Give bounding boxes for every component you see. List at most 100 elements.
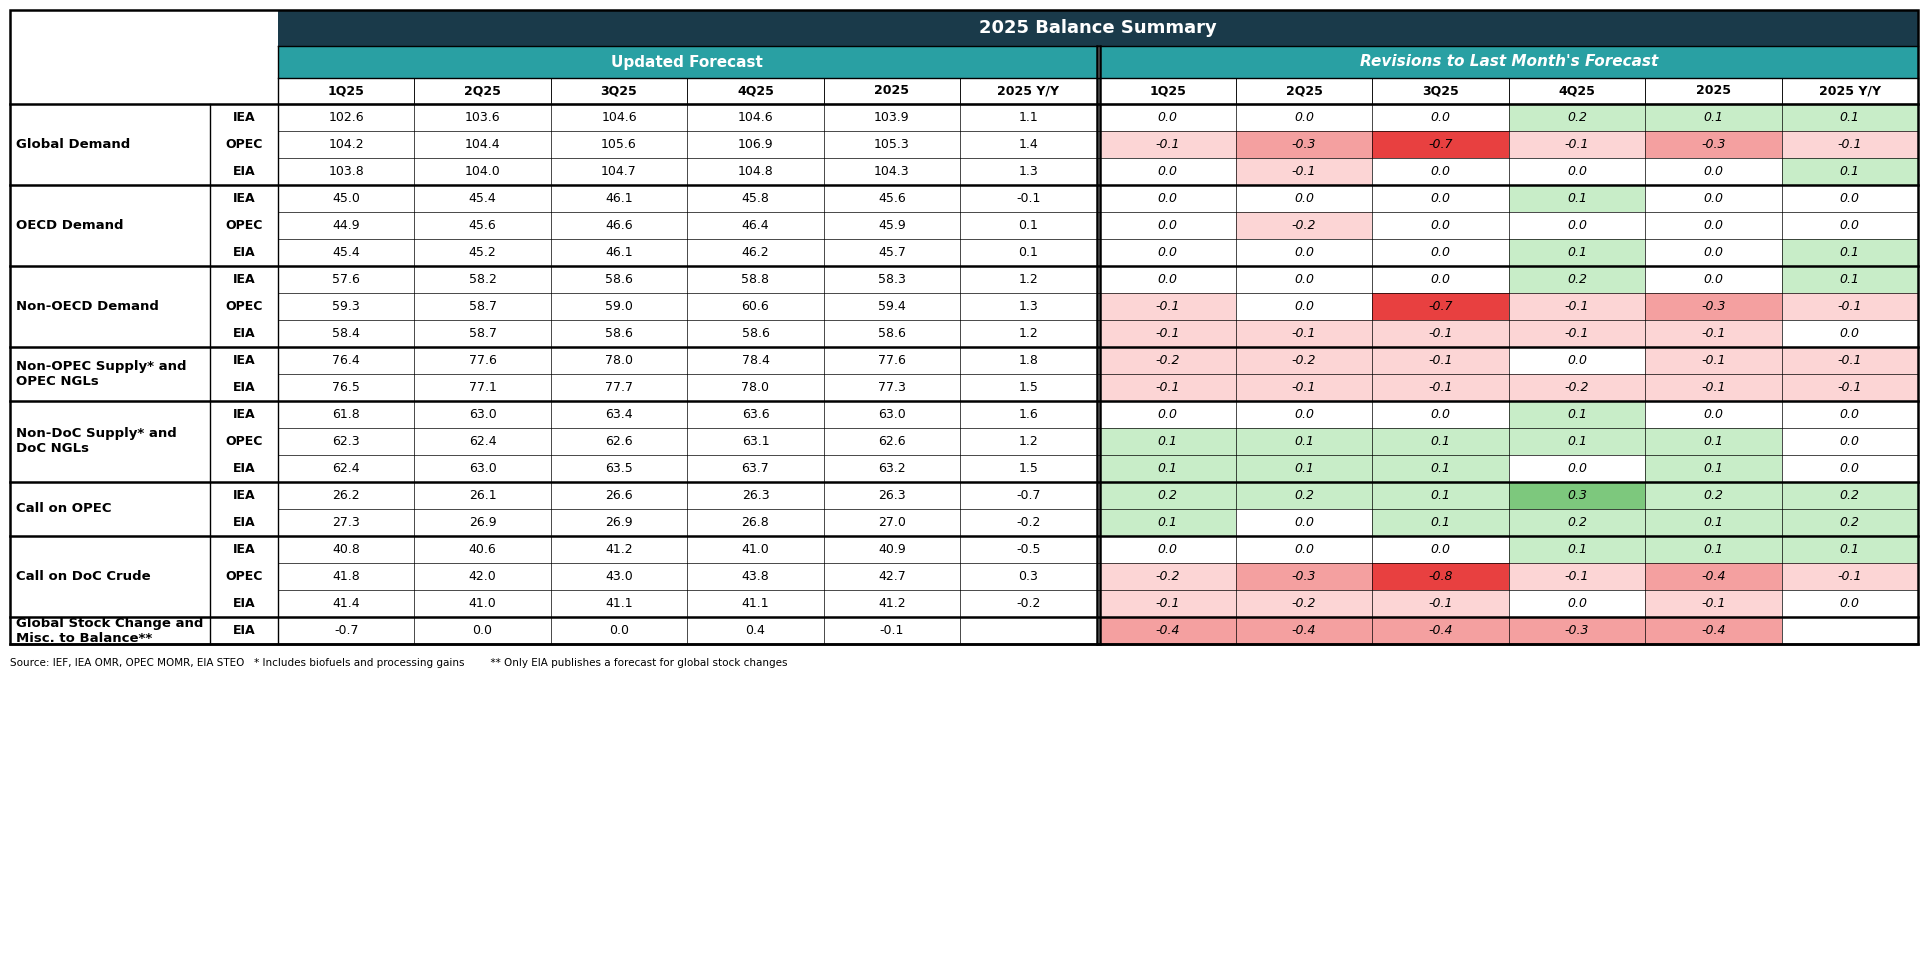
Text: 104.0: 104.0 <box>465 165 501 178</box>
Text: 1Q25: 1Q25 <box>1149 85 1186 97</box>
Text: 78.0: 78.0 <box>742 381 769 394</box>
Bar <box>1510 320 1645 347</box>
Text: 0.0: 0.0 <box>1839 462 1861 475</box>
Bar <box>10 293 1918 320</box>
Bar <box>1099 374 1236 401</box>
Bar <box>10 401 1918 428</box>
Text: 102.6: 102.6 <box>328 111 364 124</box>
Bar <box>1373 563 1510 590</box>
Text: 104.8: 104.8 <box>738 165 773 178</box>
Text: -0.4: -0.4 <box>1292 624 1317 637</box>
Text: 45.6: 45.6 <box>877 192 906 205</box>
Bar <box>1373 293 1510 320</box>
Text: 0.1: 0.1 <box>1702 543 1724 556</box>
Text: -0.1: -0.1 <box>1566 327 1589 340</box>
Text: 59.3: 59.3 <box>332 300 361 313</box>
Text: 40.9: 40.9 <box>877 543 906 556</box>
Bar <box>10 590 1918 617</box>
Text: 40.6: 40.6 <box>469 543 497 556</box>
Text: EIA: EIA <box>233 624 254 637</box>
Text: 0.1: 0.1 <box>1567 192 1587 205</box>
Text: 26.3: 26.3 <box>742 489 769 502</box>
Text: -0.1: -0.1 <box>1429 597 1454 610</box>
Text: 0.2: 0.2 <box>1294 489 1315 502</box>
Text: 3Q25: 3Q25 <box>1423 85 1459 97</box>
Text: 0.1: 0.1 <box>1157 462 1178 475</box>
Text: 0.4: 0.4 <box>746 624 765 637</box>
Text: 0.0: 0.0 <box>1294 111 1315 124</box>
Text: 0.0: 0.0 <box>1839 408 1861 421</box>
Bar <box>1373 482 1510 509</box>
Text: 1.3: 1.3 <box>1018 165 1037 178</box>
Text: 0.3: 0.3 <box>1018 570 1039 583</box>
Text: 46.4: 46.4 <box>742 219 769 232</box>
Bar <box>1645 104 1781 131</box>
Text: 41.0: 41.0 <box>469 597 497 610</box>
Text: -0.1: -0.1 <box>1016 192 1041 205</box>
Text: 0.0: 0.0 <box>1431 165 1450 178</box>
Text: -0.7: -0.7 <box>334 624 359 637</box>
Text: Global Stock Change and
Misc. to Balance**: Global Stock Change and Misc. to Balance… <box>15 617 202 645</box>
Text: 2025: 2025 <box>875 85 910 97</box>
Text: 78.0: 78.0 <box>605 354 632 367</box>
Text: 42.7: 42.7 <box>877 570 906 583</box>
Text: 0.1: 0.1 <box>1839 246 1861 259</box>
Text: 41.1: 41.1 <box>742 597 769 610</box>
Text: 63.2: 63.2 <box>877 462 906 475</box>
Bar <box>10 239 1918 266</box>
Text: 40.8: 40.8 <box>332 543 361 556</box>
Text: 0.1: 0.1 <box>1567 435 1587 448</box>
Text: -0.3: -0.3 <box>1700 138 1726 151</box>
Text: 46.1: 46.1 <box>605 246 632 259</box>
Bar <box>1510 104 1645 131</box>
Text: 44.9: 44.9 <box>332 219 361 232</box>
Text: -0.7: -0.7 <box>1016 489 1041 502</box>
Text: Source: IEF, IEA OMR, OPEC MOMR, EIA STEO   * Includes biofuels and processing g: Source: IEF, IEA OMR, OPEC MOMR, EIA STE… <box>10 658 787 668</box>
Text: IEA: IEA <box>233 192 254 205</box>
Text: 45.9: 45.9 <box>877 219 906 232</box>
Bar <box>1373 374 1510 401</box>
Text: 57.6: 57.6 <box>332 273 361 286</box>
Text: 2025: 2025 <box>1697 85 1731 97</box>
Text: 26.2: 26.2 <box>332 489 361 502</box>
Text: -0.1: -0.1 <box>1700 327 1726 340</box>
Text: 0.0: 0.0 <box>1702 192 1724 205</box>
Text: 0.0: 0.0 <box>1294 300 1315 313</box>
Text: Updated Forecast: Updated Forecast <box>611 55 763 69</box>
Text: 0.0: 0.0 <box>1839 219 1861 232</box>
Text: 105.6: 105.6 <box>602 138 636 151</box>
Bar <box>10 455 1918 482</box>
Text: -0.1: -0.1 <box>1700 381 1726 394</box>
Text: 104.4: 104.4 <box>465 138 501 151</box>
Bar <box>10 482 1918 509</box>
Bar <box>1236 347 1373 374</box>
Text: OPEC: OPEC <box>226 138 262 151</box>
Text: 45.4: 45.4 <box>332 246 361 259</box>
Text: 76.4: 76.4 <box>332 354 361 367</box>
Text: 58.6: 58.6 <box>605 327 632 340</box>
Text: Call on DoC Crude: Call on DoC Crude <box>15 570 150 583</box>
Text: -0.1: -0.1 <box>1837 354 1862 367</box>
Text: 0.0: 0.0 <box>1702 165 1724 178</box>
Text: 63.6: 63.6 <box>742 408 769 421</box>
Bar <box>1236 590 1373 617</box>
Bar <box>1099 320 1236 347</box>
Text: -0.1: -0.1 <box>1292 327 1317 340</box>
Text: -0.2: -0.2 <box>1292 219 1317 232</box>
Bar <box>1781 266 1918 293</box>
Text: 58.4: 58.4 <box>332 327 361 340</box>
Bar <box>10 617 1918 644</box>
Bar <box>1645 455 1781 482</box>
Text: 62.3: 62.3 <box>332 435 361 448</box>
Text: 0.2: 0.2 <box>1567 516 1587 529</box>
Text: 0.0: 0.0 <box>1157 408 1178 421</box>
Text: 58.2: 58.2 <box>469 273 497 286</box>
Text: EIA: EIA <box>233 381 254 394</box>
Text: 1.1: 1.1 <box>1018 111 1037 124</box>
Text: 26.1: 26.1 <box>469 489 495 502</box>
Bar <box>278 78 1918 104</box>
Text: 41.8: 41.8 <box>332 570 361 583</box>
Text: 62.4: 62.4 <box>469 435 495 448</box>
Text: 1.2: 1.2 <box>1018 273 1037 286</box>
Text: 2025 Y/Y: 2025 Y/Y <box>997 85 1058 97</box>
